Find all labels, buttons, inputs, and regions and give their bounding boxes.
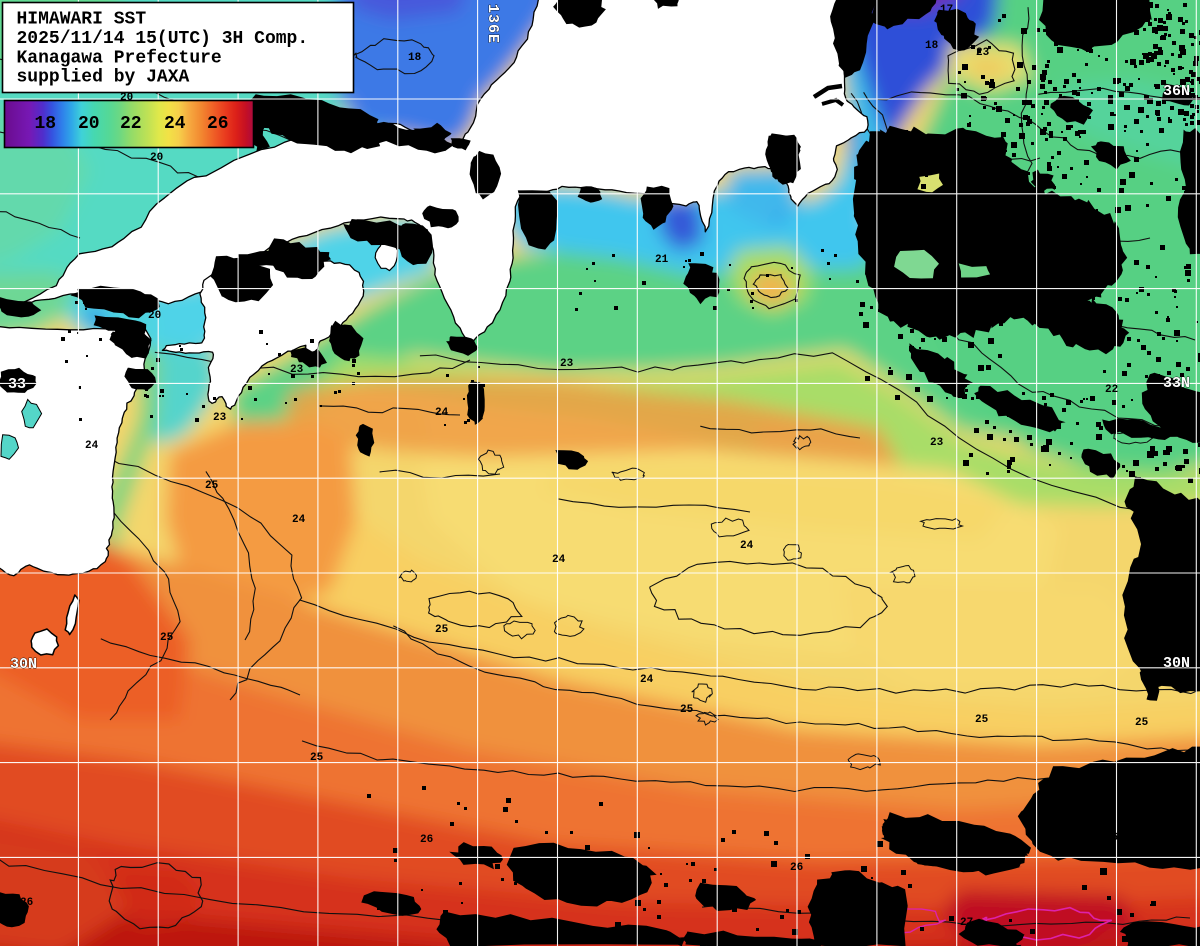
svg-text:24: 24 — [552, 554, 566, 566]
svg-text:23: 23 — [976, 47, 990, 59]
svg-text:23: 23 — [110, 332, 124, 344]
svg-text:27: 27 — [960, 917, 973, 929]
svg-text:22: 22 — [120, 114, 142, 134]
svg-text:25: 25 — [160, 632, 174, 644]
svg-text:20: 20 — [150, 152, 163, 164]
svg-text:23: 23 — [930, 437, 944, 449]
svg-text:23: 23 — [213, 412, 227, 424]
svg-text:25: 25 — [435, 624, 449, 636]
svg-text:26: 26 — [20, 897, 33, 909]
svg-text:24: 24 — [640, 674, 654, 686]
svg-text:33N: 33N — [1163, 375, 1190, 392]
svg-text:2025/11/14 15(UTC) 3H Comp.: 2025/11/14 15(UTC) 3H Comp. — [17, 29, 309, 49]
svg-text:136E: 136E — [484, 4, 501, 44]
svg-text:20: 20 — [78, 114, 100, 134]
svg-text:30N: 30N — [10, 656, 37, 673]
svg-text:25: 25 — [310, 752, 324, 764]
svg-text:30N: 30N — [1163, 655, 1190, 672]
svg-text:24: 24 — [85, 440, 99, 452]
svg-text:19: 19 — [105, 317, 118, 329]
svg-text:26: 26 — [1105, 832, 1118, 844]
svg-text:Kanagawa Prefecture: Kanagawa Prefecture — [17, 49, 222, 69]
svg-text:25: 25 — [975, 714, 989, 726]
svg-text:HIMAWARI SST: HIMAWARI SST — [17, 10, 147, 30]
svg-text:23: 23 — [290, 364, 304, 376]
svg-text:26: 26 — [790, 862, 803, 874]
svg-text:20: 20 — [148, 310, 161, 322]
svg-text:24: 24 — [164, 114, 186, 134]
svg-text:24: 24 — [292, 514, 306, 526]
svg-text:supplied by JAXA: supplied by JAXA — [17, 68, 190, 88]
svg-text:18: 18 — [35, 114, 57, 134]
svg-text:18: 18 — [925, 40, 939, 52]
svg-text:23: 23 — [560, 358, 574, 370]
svg-text:25: 25 — [205, 480, 219, 492]
svg-text:26: 26 — [207, 114, 229, 134]
svg-text:26: 26 — [420, 834, 433, 846]
svg-text:24: 24 — [435, 407, 449, 419]
svg-text:25: 25 — [1135, 717, 1149, 729]
svg-text:25: 25 — [680, 704, 694, 716]
svg-text:24: 24 — [740, 540, 754, 552]
svg-text:36N: 36N — [1163, 83, 1190, 100]
svg-text:22: 22 — [1105, 384, 1118, 396]
svg-text:33: 33 — [8, 376, 26, 393]
svg-text:17: 17 — [940, 4, 953, 16]
svg-text:18: 18 — [408, 52, 422, 64]
svg-text:21: 21 — [655, 254, 669, 266]
